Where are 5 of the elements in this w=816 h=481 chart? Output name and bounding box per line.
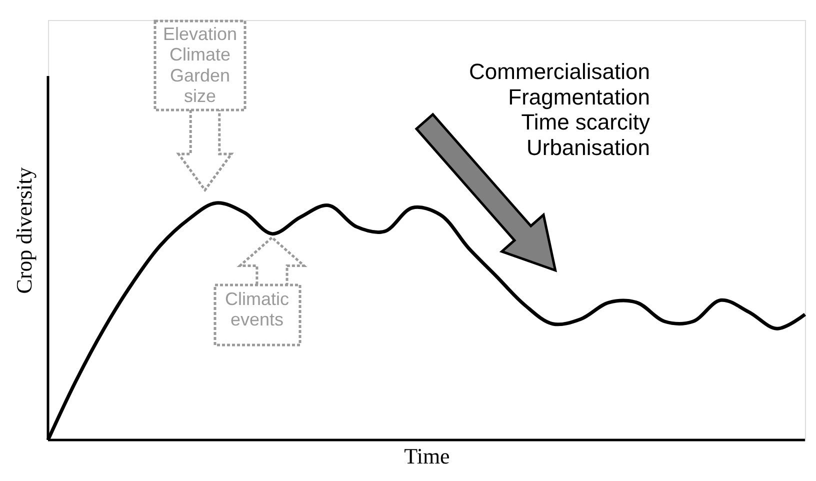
y-axis-title: Crop diversity (12, 167, 36, 294)
text: Elevation Climate Garden size (162, 24, 238, 106)
text: Commercialisation Fragmentation Time scarcity Urbanisation (469, 59, 650, 160)
annotation: Climatic events (224, 289, 290, 330)
x-axis-title: Time (404, 444, 450, 468)
